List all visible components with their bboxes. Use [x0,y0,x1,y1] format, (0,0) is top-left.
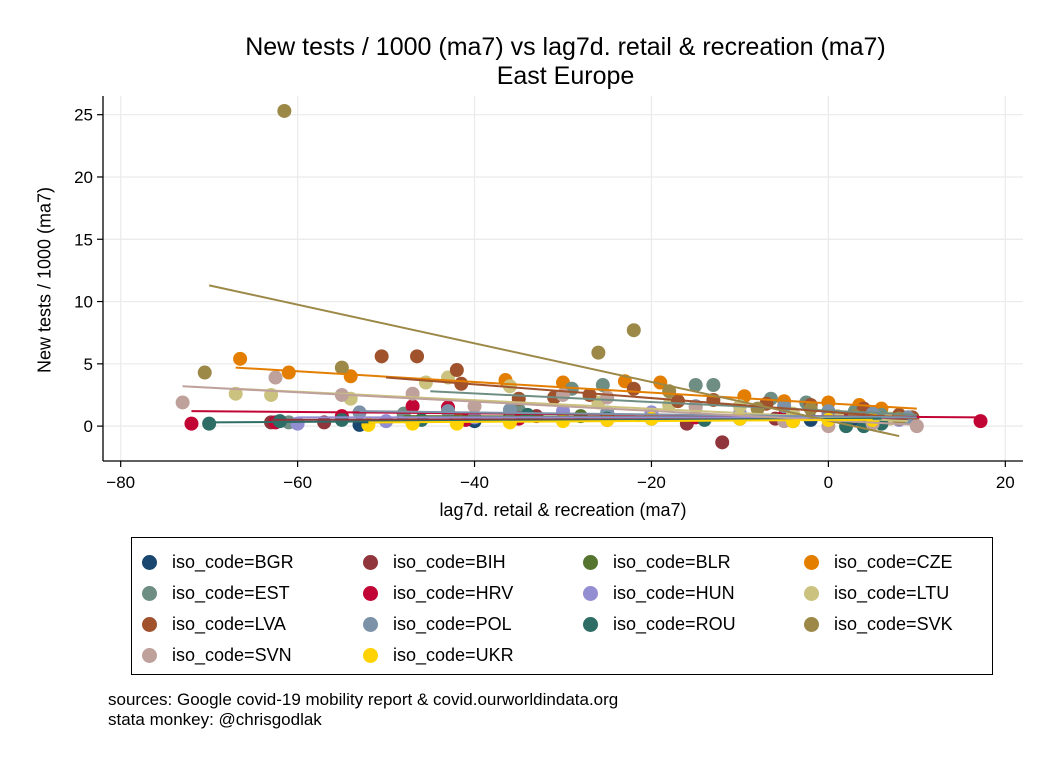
y-tick-label: 10 [74,293,93,312]
legend-marker [142,555,157,570]
y-axis-label: New tests / 1000 (ma7) [34,186,55,374]
data-point [334,360,349,375]
data-point [909,419,924,434]
data-point [653,375,668,390]
legend-label: iso_code=ROU [613,614,736,634]
legend-label: iso_code=SVN [172,645,292,665]
legend-label: iso_code=SVK [834,614,953,634]
sources-line: sources: Google covid-19 mobility report… [108,690,619,709]
data-point [202,416,217,431]
data-point [184,416,199,431]
sources-note: sources: Google covid-19 mobility report… [108,690,618,730]
legend-label: iso_code=CZE [834,552,953,572]
y-tick-label: 15 [74,230,93,249]
chart-subtitle: East Europe [496,62,635,90]
data-point [839,419,854,434]
data-point [449,363,464,378]
legend-label: iso_code=POL [393,614,512,634]
x-tick-label: −80 [106,473,135,492]
data-point [277,103,292,118]
legend-label: iso_code=HRV [393,583,514,603]
data-point [706,378,721,393]
data-point [671,394,685,409]
legend-marker [363,586,378,601]
legend-label: iso_code=BGR [172,552,294,572]
data-point [688,378,703,393]
data-point [595,378,610,393]
data-point [626,323,641,338]
legend-label: iso_code=EST [172,583,290,603]
fit-line [182,385,917,426]
fit-line [385,376,917,420]
legend-marker [142,617,157,632]
legend-label: iso_code=UKR [393,645,514,665]
legend: iso_code=BGR iso_code=BIH iso_code=BLR iso_… [131,537,993,675]
y-tick-label: 25 [74,106,93,125]
data-point [281,365,296,380]
fit-line [359,410,917,419]
legend-label: iso_code=HUN [613,583,735,603]
data-point [268,370,283,385]
data-point [197,365,212,380]
data-point [410,349,425,364]
data-point [715,435,730,450]
legend-marker [142,586,157,601]
data-point [290,416,305,431]
legend-marker [804,617,819,632]
data-point [175,395,190,410]
x-tick-label: −20 [637,473,666,492]
legend-marker [142,648,157,663]
x-tick-label: −40 [460,473,489,492]
legend-marker [583,617,598,632]
legend-marker [363,555,378,570]
legend-marker [363,617,378,632]
legend-label: iso_code=LTU [834,583,950,603]
legend-marker [583,586,598,601]
legend-label: iso_code=LVA [172,614,286,634]
data-point [591,345,606,360]
data-point [600,390,615,405]
y-tick-label: 0 [84,417,93,436]
x-axis-label: lag7d. retail & recreation (ma7) [439,500,687,520]
legend-marker [363,648,378,663]
data-point [343,369,358,384]
data-point [405,399,420,414]
fit-line [368,418,873,424]
legend-marker [583,555,598,570]
x-tick-label: −60 [283,473,312,492]
x-tick-label: 0 [824,473,833,492]
data-point [803,401,818,416]
y-tick-label: 20 [74,168,93,187]
fit-line [430,390,917,416]
legend-label: iso_code=BLR [613,552,731,572]
fit-line [235,366,917,410]
fit-line [208,284,900,438]
legend-label: iso_code=BIH [393,552,506,572]
data-point [626,381,641,396]
legend-marker [804,555,819,570]
chart-title: New tests / 1000 (ma7) vs lag7d. retail … [245,33,886,61]
data-point [374,349,389,364]
legend-marker [804,586,819,601]
data-point [418,375,433,390]
data-point [973,414,988,429]
x-tick-label: 20 [996,473,1015,492]
credit-line: stata monkey: @chrisgodlak [108,710,322,729]
data-point [233,351,248,366]
data-point [502,402,517,417]
scatter-plot: 0 5 10 15 20 25 −80 −60 −40 −20 0 20 [74,96,1023,492]
y-tick-label: 5 [84,355,93,374]
